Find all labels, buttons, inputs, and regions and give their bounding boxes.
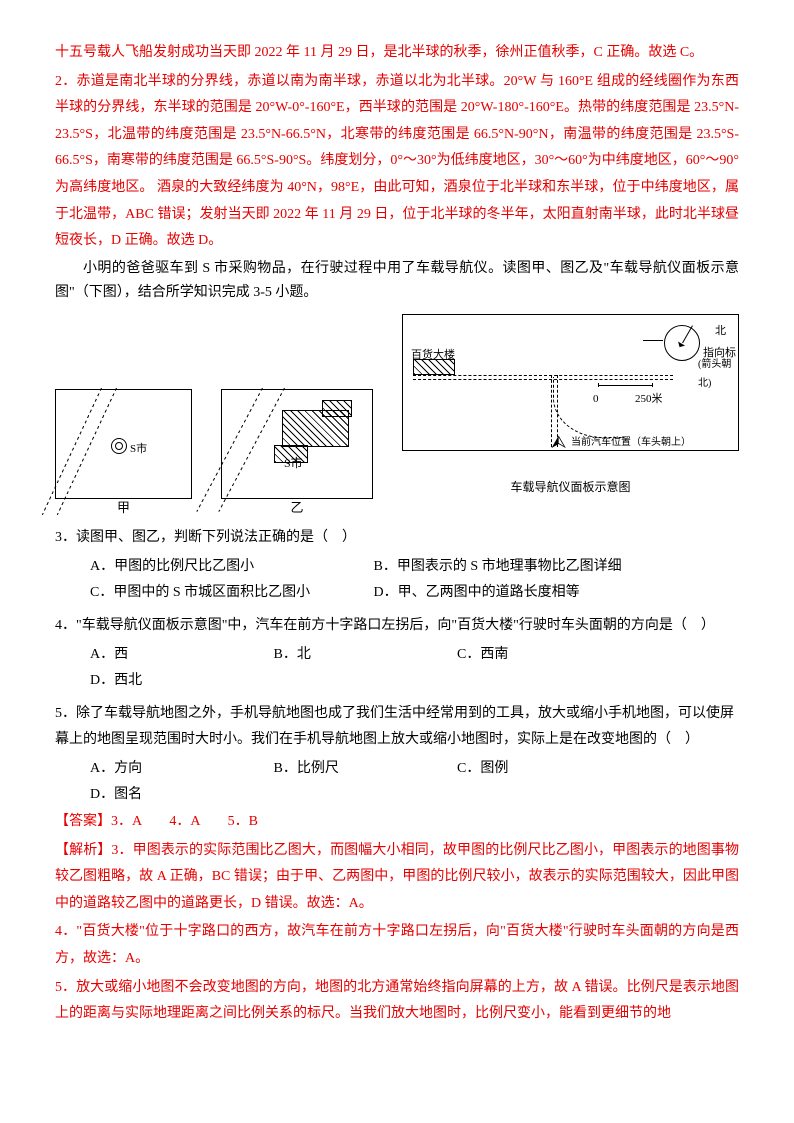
north-label: 北 (715, 321, 726, 342)
q5-opt-b[interactable]: B．比例尺 (274, 756, 424, 783)
q5-opt-c[interactable]: C．图例 (457, 756, 607, 783)
scale-zero: 0 (593, 389, 599, 410)
compass-icon (664, 325, 700, 361)
car-label: 当前汽车位置（车头朝上） (571, 433, 691, 452)
dept-icon (413, 359, 455, 375)
q4-opt-a[interactable]: A．西 (90, 642, 240, 669)
q4-options: A．西 B．北 C．西南 D．西北 (90, 642, 739, 695)
q3-opt-b[interactable]: B．甲图表示的 S 市地理事物比乙图详细 (374, 554, 622, 581)
figure-jia: S市 (55, 389, 192, 499)
q3-opt-c[interactable]: C．甲图中的 S 市城区面积比乙图小 (90, 580, 340, 607)
scale-bar (598, 385, 653, 386)
q3-opt-a[interactable]: A．甲图的比例尺比乙图小 (90, 554, 340, 581)
compass-sub: (箭头朝北) (698, 355, 738, 393)
figure-nav: 北 指向标 (箭头朝北) 百货大楼 ⮙ 0 250米 当前汽车位置（车头朝上） (402, 314, 739, 451)
s-label-b: S市 (284, 452, 303, 475)
explanation-4: 4．"百货大楼"位于十字路口的西方，故汽车在前方十字路口左拐后，向"百货大楼"行… (55, 919, 739, 972)
caption-nav: 车载导航仪面板示意图 (402, 476, 739, 499)
q4-opt-d[interactable]: D．西北 (90, 668, 240, 695)
q3-options: A．甲图的比例尺比乙图小 B．甲图表示的 S 市地理事物比乙图详细 C．甲图中的… (90, 554, 739, 607)
q5-opt-d[interactable]: D．图名 (90, 782, 240, 809)
explanation-5: 5．放大或缩小地图不会改变地图的方向，地图的北方通常始终指向屏幕的上方，故 A … (55, 975, 739, 1028)
scenario-text: 小明的爸爸驱车到 S 市采购物品，在行驶过程中用了车载导航仪。读图甲、图乙及"车… (55, 257, 739, 305)
answer-paragraph-2: 2．赤道是南北半球的分界线，赤道以南为南半球，赤道以北为北半球。20°W 与 1… (55, 69, 739, 255)
scale-dist: 250米 (635, 389, 663, 410)
q4-opt-c[interactable]: C．西南 (457, 642, 607, 669)
car-icon: ⮙ (551, 425, 566, 459)
q3-stem: 3．读图甲、图乙，判断下列说法正确的是（ ） (55, 525, 739, 552)
answer-paragraph-1: 十五号载人飞船发射成功当天即 2022 年 11 月 29 日，是北半球的秋季，… (55, 40, 739, 67)
s-label-a: S市 (130, 439, 147, 460)
q4-opt-b[interactable]: B．北 (274, 642, 424, 669)
q4-stem: 4．"车载导航仪面板示意图"中，汽车在前方十字路口左拐后，向"百货大楼"行驶时车… (55, 613, 739, 640)
caption-jia: 甲 (117, 496, 130, 521)
q5-options: A．方向 B．比例尺 C．图例 D．图名 (90, 756, 739, 809)
caption-yi: 乙 (290, 496, 303, 521)
q5-stem: 5．除了车载导航地图之外，手机导航地图也成了我们生活中经常用到的工具，放大或缩小… (55, 701, 739, 754)
figure-yi: S市 (221, 389, 373, 499)
q3-opt-d[interactable]: D．甲、乙两图中的道路长度相等 (374, 580, 580, 607)
explanation-3: 【解析】3．甲图表示的实际范围比乙图大，而图幅大小相同，故甲图的比例尺比乙图小，… (55, 838, 739, 918)
q5-opt-a[interactable]: A．方向 (90, 756, 240, 783)
figure-row: S市 甲 S市 乙 北 指向标 (箭头朝北) 百货大楼 ⮙ (55, 314, 739, 499)
answer-line: 【答案】3．A 4．A 5．B (55, 809, 739, 836)
